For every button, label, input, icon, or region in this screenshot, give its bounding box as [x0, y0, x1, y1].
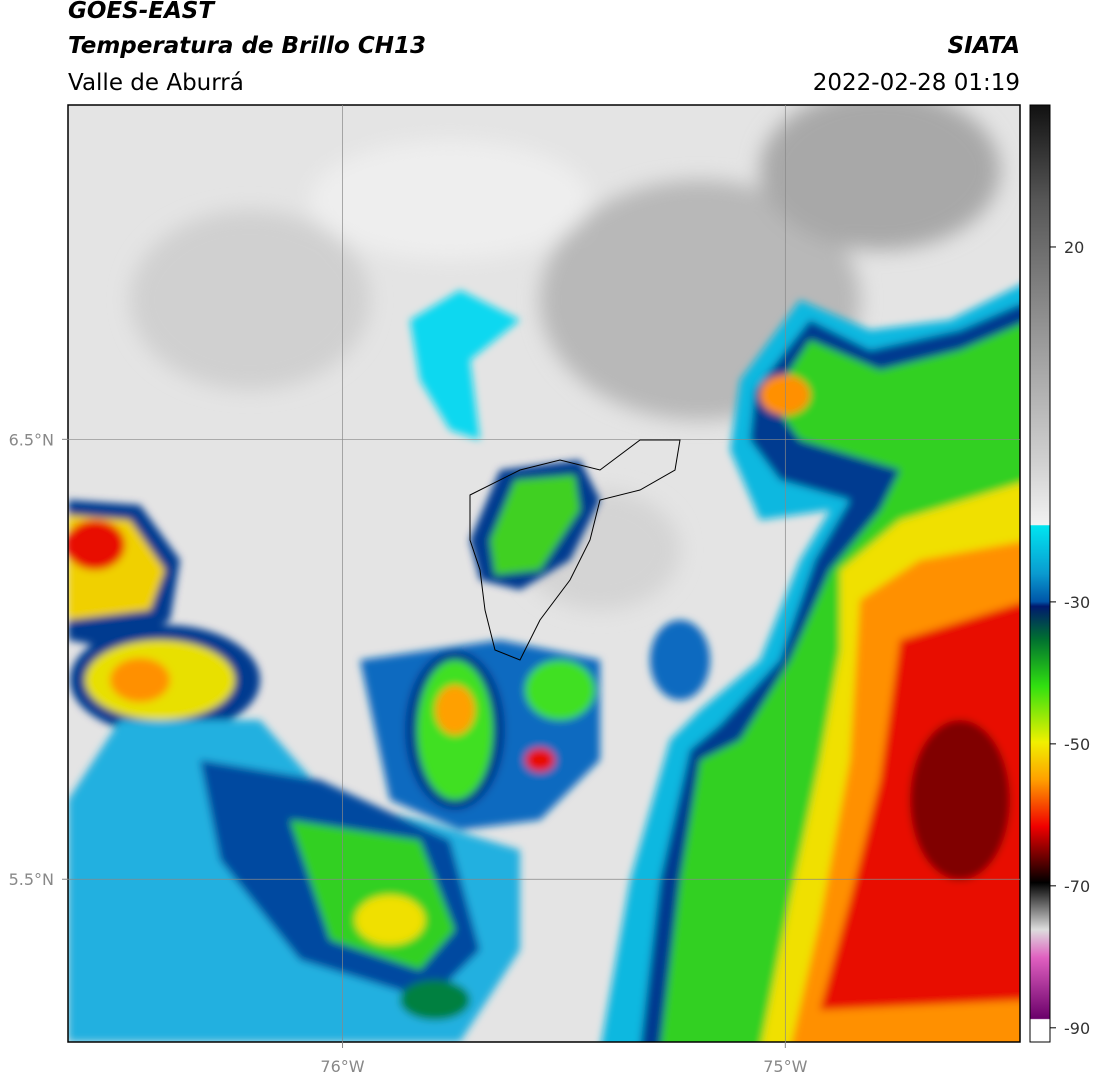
datetime: 2022-02-28 01:19: [813, 70, 1020, 96]
colorbar-tick-label: -70: [1064, 877, 1090, 896]
subtitle: Temperatura de Brillo CH13: [68, 33, 426, 59]
x-tick-label: 76°W: [320, 1057, 364, 1076]
source: SIATA: [948, 33, 1020, 59]
colorbar-tick-label: 20: [1064, 238, 1084, 257]
y-tick-label: 6.5°N: [9, 430, 54, 449]
y-tick-label: 5.5°N: [9, 870, 54, 889]
colorbar-tick-label: -30: [1064, 593, 1090, 612]
map-frame: [67, 104, 1021, 1043]
map-image: [68, 105, 1020, 1042]
colorbar-tick-label: -90: [1064, 1019, 1090, 1038]
x-tick-label: 75°W: [763, 1057, 807, 1076]
region: Valle de Aburrá: [68, 70, 244, 96]
title: GOES-EAST: [68, 0, 216, 24]
colorbar: [1029, 104, 1051, 1043]
colorbar-tick-label: -50: [1064, 735, 1090, 754]
